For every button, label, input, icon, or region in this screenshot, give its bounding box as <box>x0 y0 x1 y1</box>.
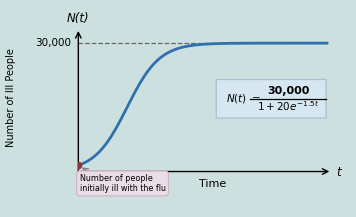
Text: 30,000: 30,000 <box>35 38 71 48</box>
Text: N(t): N(t) <box>67 12 90 25</box>
Text: Number of people
initially ill with the flu: Number of people initially ill with the … <box>79 174 166 193</box>
Text: $N(t)\ =$: $N(t)\ =$ <box>226 92 261 105</box>
FancyBboxPatch shape <box>216 79 326 118</box>
Text: Time: Time <box>199 179 226 189</box>
Text: $1 + 20e^{-1.5t}$: $1 + 20e^{-1.5t}$ <box>257 100 319 113</box>
Text: t: t <box>336 166 340 179</box>
Text: Number of Ill People: Number of Ill People <box>6 48 16 147</box>
Text: 30,000: 30,000 <box>267 86 309 96</box>
